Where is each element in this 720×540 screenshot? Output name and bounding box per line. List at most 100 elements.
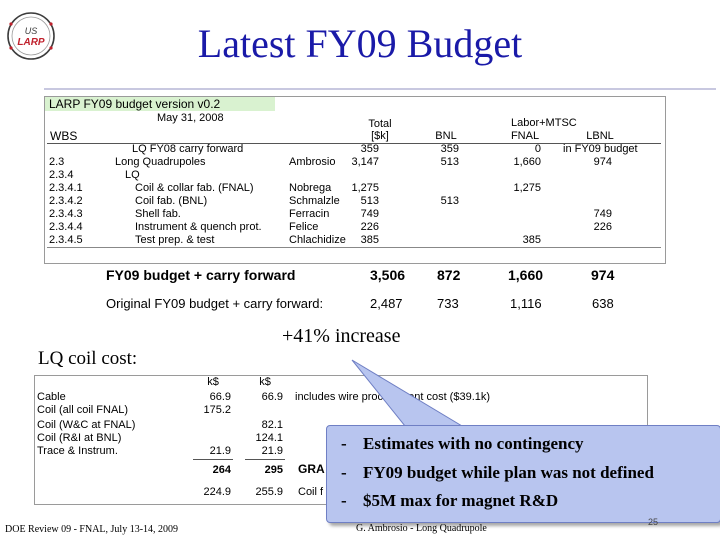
coil-row-v2: 21.9 [261, 445, 283, 457]
callout-box: - Estimates with no contingency - FY09 bud… [326, 425, 720, 523]
summary-total: 3,506 [370, 267, 406, 283]
row-fnal: 0 [534, 143, 541, 155]
summary-bnl: 872 [437, 267, 461, 283]
row-desc: Shell fab. [135, 208, 181, 220]
row-person: Felice [289, 221, 319, 233]
row-lbnl: in FY09 budget [563, 143, 638, 155]
row-desc: Instrument & quench prot. [135, 221, 262, 233]
coil-row-label: Cable [37, 391, 66, 403]
coil-subtotal-v2: 295 [264, 464, 283, 476]
coil-total-label: Coil f [298, 486, 324, 498]
row-bnl: 513 [440, 195, 459, 207]
slide-title: Latest FY09 Budget [197, 21, 523, 66]
row-wbs: 2.3.4.1 [49, 182, 83, 194]
us-larp-logo: US LARP [7, 12, 55, 60]
row-desc: LQ [125, 169, 140, 181]
original-label: Original FY09 budget + carry forward: [106, 296, 324, 311]
coil-row-v1: 175.2 [203, 404, 231, 416]
bullet-dash: - [341, 491, 347, 510]
row-lbnl: 974 [593, 156, 612, 168]
row-fnal: 1,275 [513, 182, 541, 194]
row-person: Schmalzle [289, 195, 340, 207]
row-desc: LQ FY08 carry forward [132, 143, 244, 155]
row-total: 3,147 [351, 156, 379, 168]
callout-bullet: - Estimates with no contingency [341, 434, 584, 454]
col-header-lbnl: LBNL [586, 130, 614, 142]
coil-row-v2: 66.9 [261, 391, 283, 403]
budget-date: May 31, 2008 [157, 112, 224, 124]
bullet-dash: - [341, 434, 347, 453]
row-desc: Test prep. & test [135, 234, 215, 246]
row-total: 359 [360, 143, 379, 155]
coil-subtotal-label: GRA [298, 462, 325, 476]
version-highlight [45, 97, 275, 111]
coil-row-label: Coil (W&C at FNAL) [37, 419, 136, 431]
rows-divider [47, 247, 661, 248]
row-wbs: 2.3.4 [49, 169, 74, 181]
row-person: Ferracin [289, 208, 330, 220]
row-person: Chlachidize [289, 234, 346, 246]
coil-subtotal-v1: 264 [212, 464, 231, 476]
row-wbs: 2.3.4.4 [49, 221, 83, 233]
row-wbs: 2.3.4.5 [49, 234, 83, 246]
row-wbs: 2.3.4.2 [49, 195, 83, 207]
row-bnl: 513 [440, 156, 459, 168]
coil-total-v1: 224.9 [203, 486, 231, 498]
row-total: 385 [360, 234, 379, 246]
coil-row-label: Trace & Instrum. [37, 445, 118, 457]
summary-lbnl: 974 [591, 267, 615, 283]
original-total: 2,487 [370, 296, 403, 311]
bullet-text: FY09 budget while plan was not defined [363, 463, 654, 482]
row-fnal: 1,660 [513, 156, 541, 168]
footer-author: G. Ambrosio - Long Quadrupole [356, 523, 487, 534]
original-lbnl: 638 [592, 296, 614, 311]
coil-row-label: Coil (all coil FNAL) [37, 404, 129, 416]
row-fnal: 385 [522, 234, 541, 246]
coil-subtotal-rule-1 [193, 459, 233, 460]
callout-bullet: - FY09 budget while plan was not defined [341, 463, 654, 483]
col-header-bnl: BNL [435, 130, 457, 142]
increase-note: +41% increase [282, 325, 401, 347]
bullet-dash: - [341, 463, 347, 482]
bullet-text: Estimates with no contingency [363, 434, 584, 453]
col-header-labor-group: Labor+MTSC [511, 117, 577, 129]
lq-coil-cost-label: LQ coil cost: [38, 348, 138, 369]
logo-text-us: US [25, 26, 38, 36]
logo-text-larp: LARP [17, 37, 45, 48]
callout-bullet: - $5M max for magnet R&D [341, 491, 558, 511]
original-bnl: 733 [437, 296, 459, 311]
row-desc: Coil fab. (BNL) [135, 195, 208, 207]
page-number: 25 [648, 517, 659, 527]
row-total: 513 [360, 195, 379, 207]
summary-fnal: 1,660 [508, 267, 544, 283]
budget-table: LARP FY09 budget version v0.2 May 31, 20… [44, 96, 666, 264]
row-desc: Coil & collar fab. (FNAL) [135, 182, 254, 194]
row-person: Nobrega [289, 182, 332, 194]
coil-row-label: Coil (R&I at BNL) [37, 432, 122, 444]
row-lbnl: 749 [593, 208, 612, 220]
row-wbs: 2.3.4.3 [49, 208, 83, 220]
coil-row-v2: 124.1 [255, 432, 283, 444]
coil-col1-header: k$ [207, 376, 219, 388]
col-header-total-unit: [$k] [371, 130, 389, 142]
row-total: 749 [360, 208, 379, 220]
row-person: Ambrosio [289, 156, 336, 168]
coil-row-v2: 82.1 [261, 419, 283, 431]
row-total: 226 [360, 221, 379, 233]
row-total: 1,275 [351, 182, 379, 194]
row-wbs: 2.3 [49, 156, 65, 168]
bullet-text: $5M max for magnet R&D [363, 491, 559, 510]
row-desc: Long Quadrupoles [115, 156, 206, 168]
coil-note: includes wire procurement cost ($39.1k) [295, 391, 491, 403]
summary-label: FY09 budget + carry forward [106, 267, 296, 283]
coil-col2-header: k$ [259, 376, 271, 388]
title-divider [44, 88, 716, 90]
coil-row-v1: 21.9 [209, 445, 231, 457]
header-divider [47, 143, 661, 144]
coil-total-v2: 255.9 [255, 486, 283, 498]
col-header-fnal: FNAL [510, 130, 540, 142]
budget-version-title: LARP FY09 budget version v0.2 [49, 97, 221, 111]
row-bnl: 359 [440, 143, 459, 155]
original-fnal: 1,116 [510, 296, 542, 311]
footer-event: DOE Review 09 - FNAL, July 13-14, 2009 [5, 524, 179, 535]
